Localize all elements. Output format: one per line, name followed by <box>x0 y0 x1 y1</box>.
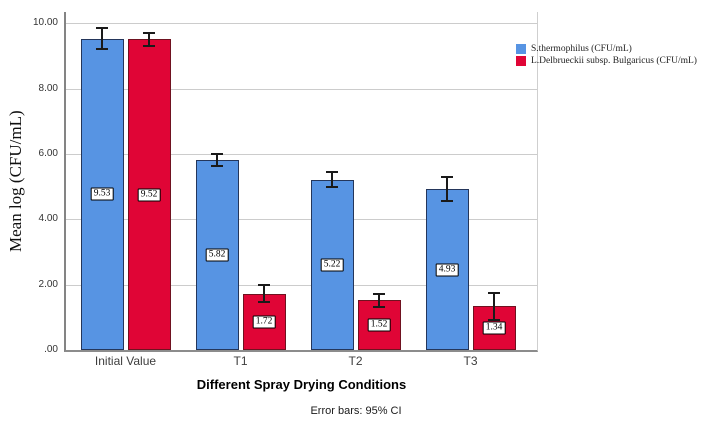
legend-item: L.Delbrueckii subsp. Bulgaricus (CFU/mL) <box>516 56 697 66</box>
y-tick-label: 2.00 <box>38 278 58 290</box>
y-tick-label: 10.00 <box>32 17 58 29</box>
error-bar-line <box>493 291 495 321</box>
error-bar-cap-bottom <box>96 48 108 51</box>
x-axis-title: Different Spray Drying Conditions <box>196 377 407 392</box>
gridline <box>66 284 537 286</box>
plot-area: 9.53 9.52 5.82 1.72 5.22 1.52 4.93 1.34 <box>64 12 538 352</box>
x-tick-label: Initial Value <box>94 354 157 368</box>
error-bar-line <box>446 175 448 203</box>
error-bars-note: Error bars: 95% CI <box>310 405 402 417</box>
bar-value-label: 5.82 <box>205 248 229 262</box>
error-bar-line <box>378 292 380 309</box>
error-bar-line <box>101 27 103 51</box>
x-tick-label: T2 <box>348 354 363 368</box>
y-tick-label: 4.00 <box>38 213 58 225</box>
gridline <box>66 23 537 25</box>
error-bar-cap-top <box>326 171 338 174</box>
legend-item: S.thermophilus (CFU/mL) <box>516 44 697 54</box>
error-bar-cap-bottom <box>143 44 155 47</box>
error-bar-cap-top <box>143 31 155 34</box>
error-bar-line <box>331 171 333 188</box>
bar-value-label: 9.52 <box>137 188 161 202</box>
legend: S.thermophilus (CFU/mL) L.Delbrueckii sub… <box>516 44 697 68</box>
error-bar-cap-top <box>96 27 108 30</box>
error-bar-cap-bottom <box>488 318 500 321</box>
bar-value-label: 1.72 <box>252 315 276 329</box>
error-bar-cap-top <box>441 175 453 178</box>
bar-value-label: 4.93 <box>435 263 459 277</box>
gridline <box>66 154 537 156</box>
legend-swatch <box>516 44 526 54</box>
error-bar-cap-top <box>488 291 500 294</box>
error-bar-line <box>148 31 150 47</box>
error-bar-cap-top <box>258 284 270 287</box>
error-bar-line <box>216 152 218 168</box>
x-tick-label: T3 <box>463 354 478 368</box>
x-axis-labels: Initial Value T1 T2 T3 <box>66 354 537 369</box>
bar-value-label: 9.53 <box>90 187 114 201</box>
bar-value-label: 1.52 <box>367 318 391 332</box>
error-bar-cap-top <box>373 292 385 295</box>
error-bar-cap-bottom <box>326 186 338 189</box>
gridline <box>66 88 537 90</box>
legend-swatch <box>516 56 526 66</box>
error-bar-cap-bottom <box>258 301 270 304</box>
y-tick-label: .00 <box>44 344 58 355</box>
error-bar-cap-bottom <box>373 306 385 309</box>
bar-value-label: 5.22 <box>320 258 344 272</box>
error-bar-cap-top <box>211 152 223 155</box>
x-tick-label: T1 <box>233 354 248 368</box>
y-tick-label: 6.00 <box>38 148 58 160</box>
error-bar-cap-bottom <box>441 200 453 203</box>
legend-label: L.Delbrueckii subsp. Bulgaricus (CFU/mL) <box>531 56 697 66</box>
gridline <box>66 219 537 221</box>
error-bar-cap-bottom <box>211 165 223 168</box>
y-axis-tick-labels: 10.00 8.00 6.00 4.00 2.00 .00 <box>0 12 60 355</box>
bar <box>80 38 124 350</box>
error-bar-line <box>263 284 265 304</box>
bar-value-label: 1.34 <box>482 321 506 335</box>
legend-label: S.thermophilus (CFU/mL) <box>531 44 632 54</box>
y-tick-label: 8.00 <box>38 82 58 94</box>
